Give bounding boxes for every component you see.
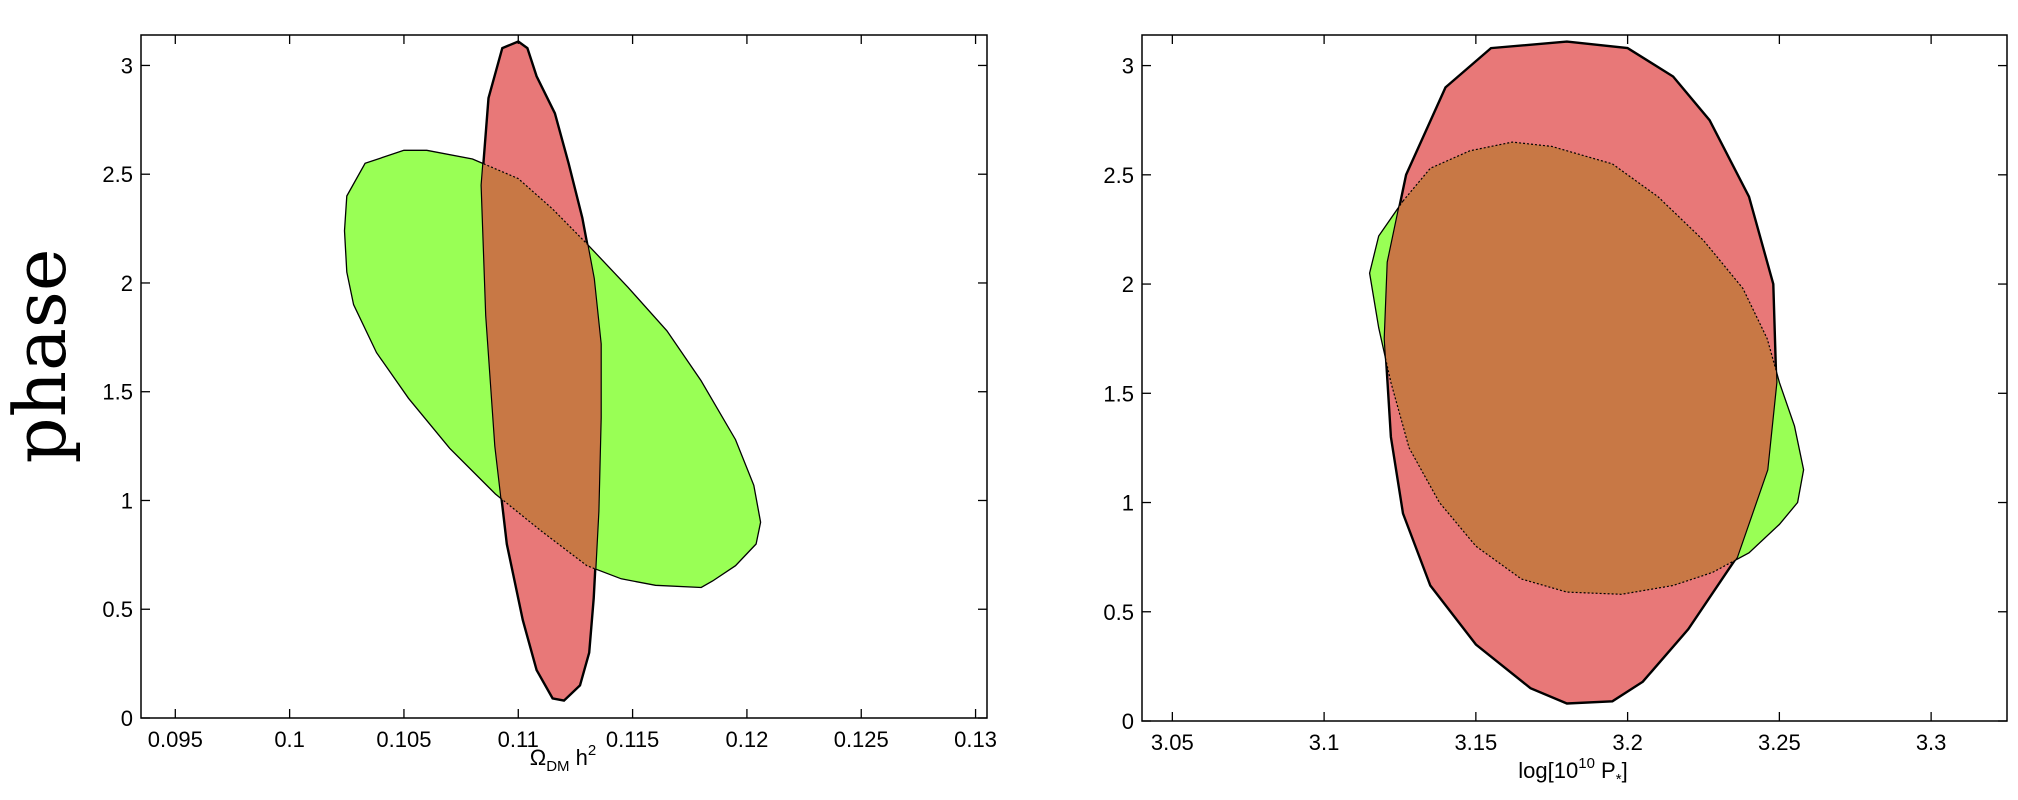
x-tick-label: 0.095 [148,727,203,752]
x-tick-label: 3.2 [1612,730,1643,755]
x-tick-label: 3.25 [1758,730,1801,755]
x-axis-label-mid: P [1595,758,1616,783]
x-axis-label-mid: h [570,745,588,770]
y-tick-label: 2 [1122,272,1134,297]
overlap-contour-region [1384,141,1777,595]
y-tick-label: 0.5 [1103,600,1134,625]
y-tick-label: 3 [1122,54,1134,79]
axes-frame [140,34,988,719]
right-panel: 3.05 3.1 3.15 3.2 3.25 3.3 0 0.5 1 1.5 2 2.5 3 log[1… [1103,34,2008,788]
x-tick-label: 3.05 [1151,730,1194,755]
left-panel: 0.095 0.1 0.105 0.11 0.115 0.12 0.125 0.13 0 0.5 1… [102,34,997,775]
x-axis-label-pre: log[10 [1518,758,1578,783]
axes-frame [1141,34,2008,722]
overlap-contour-layer [481,149,601,589]
x-tick-label: 0.11 [498,727,539,752]
y-tick-label: 2.5 [1103,163,1134,188]
x-axis-label-main: Ω [530,745,546,770]
y-tick-label: 1 [1122,491,1134,516]
x-tick-label: 3.3 [1916,730,1947,755]
x-tick-label: 0.115 [606,727,659,752]
x-axis-label-sup: 10 [1578,755,1595,772]
x-axis-label-sub: DM [546,758,569,775]
x-tick-label: 3.15 [1454,730,1497,755]
y-axis-label-phase: phase [0,249,82,464]
x-tick-label: 3.1 [1309,730,1340,755]
y-tick-label: 0 [121,706,133,731]
x-axis-label-log-p: log[1010 P*] [1518,755,1627,788]
x-tick-label: 0.105 [376,727,431,752]
right-axes: 3.05 3.1 3.15 3.2 3.25 3.3 0 0.5 1 1.5 2 2.5 3 [1103,34,2008,755]
x-tick-label: 0.13 [954,727,997,752]
y-tick-label: 0 [1122,709,1134,734]
y-tick-label: 2.5 [102,162,133,187]
y-tick-label: 3 [121,53,133,78]
overlap-contour-region [481,149,601,589]
left-axes: 0.095 0.1 0.105 0.11 0.115 0.12 0.125 0.13 0 0.5 1… [102,34,997,752]
x-tick-label: 0.125 [834,727,889,752]
x-axis-label-post: ] [1622,758,1628,783]
x-axis-label-sub: * [1616,771,1622,788]
x-axis-label-omega-dm-h2: ΩDM h2 [530,742,596,775]
y-tick-label: 1 [121,488,133,513]
y-tick-label: 1.5 [1103,381,1134,406]
y-tick-label: 1.5 [102,380,133,405]
x-axis-label-sup: 2 [588,742,596,759]
overlap-contour-layer [1384,141,1777,595]
x-tick-label: 0.12 [726,727,769,752]
y-tick-label: 2 [121,271,133,296]
y-tick-label: 0.5 [102,597,133,622]
x-tick-label: 0.1 [274,727,305,752]
